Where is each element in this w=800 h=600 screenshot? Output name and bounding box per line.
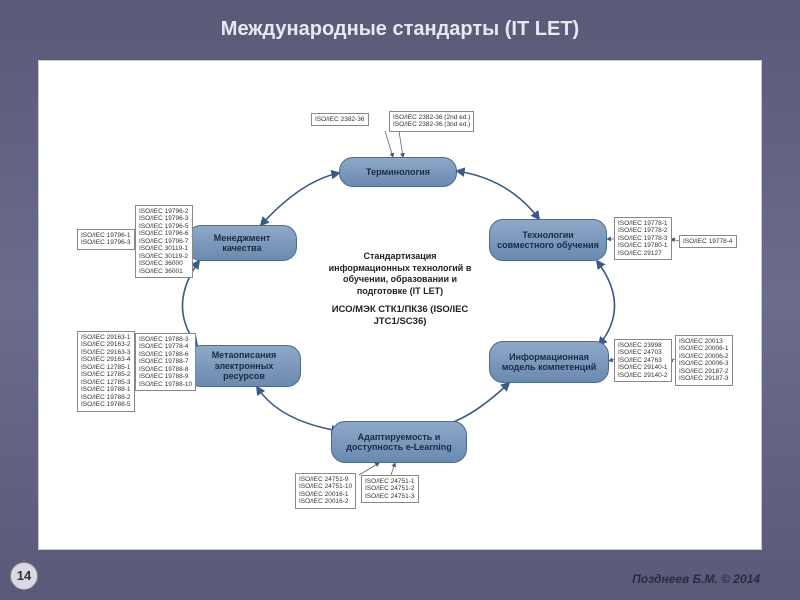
node-quality: Менеджмент качества xyxy=(187,225,297,261)
std-item: ISO/IEC 19788-2 xyxy=(81,394,131,401)
std-item: ISO/IEC 19788-6 xyxy=(139,351,192,358)
stdbox-ql2: ISO/IEC 19796-2ISO/IEC 19796-3ISO/IEC 19… xyxy=(135,205,193,278)
center-text: Стандартизация информационных технологий… xyxy=(327,251,473,328)
std-item: ISO/IEC 29127 xyxy=(618,250,668,257)
std-item: ISO/IEC 19788-1 xyxy=(81,386,131,393)
std-item: ISO/IEC 20006-3 xyxy=(679,360,729,367)
edge-3 xyxy=(257,387,339,431)
std-item: ISO/IEC 19778-1 xyxy=(618,220,668,227)
std-item: ISO/IEC 19796-3 xyxy=(139,215,189,222)
diagram-canvas: Стандартизация информационных технологий… xyxy=(38,60,762,550)
std-item: ISO/IEC 29140-2 xyxy=(618,372,668,379)
stdbox-tech2: ISO/IEC 19778-4 xyxy=(679,235,737,248)
leader-10 xyxy=(359,463,379,475)
std-item: ISO/IEC 29187-2 xyxy=(679,368,729,375)
std-item: ISO/IEC 2382-36 (2nd ed.) xyxy=(393,114,470,121)
std-item: ISO/IEC 19778-3 xyxy=(618,235,668,242)
std-item: ISO/IEC 19796-5 xyxy=(139,223,189,230)
leader-11 xyxy=(391,463,395,475)
edge-5 xyxy=(261,173,339,225)
stdbox-meta2: ISO/IEC 19788-3ISO/IEC 19778-4ISO/IEC 19… xyxy=(135,333,196,391)
stdbox-meta1: ISO/IEC 29163-1ISO/IEC 29163-2ISO/IEC 29… xyxy=(77,331,135,412)
std-item: ISO/IEC 24751-9 xyxy=(299,476,352,483)
std-item: ISO/IEC 12785-1 xyxy=(81,364,131,371)
std-item: ISO/IEC 20016-1 xyxy=(299,491,352,498)
stdbox-ql1: ISO/IEC 19796-1ISO/IEC 19796-3 xyxy=(77,229,135,250)
std-item: ISO/IEC 24751-2 xyxy=(365,485,415,492)
node-adapt: Адаптируемость и доступность e-Learning xyxy=(331,421,467,463)
std-item: ISO/IEC 30119-2 xyxy=(139,253,189,260)
node-tech: Технологии совместного обучения xyxy=(489,219,607,261)
std-item: ISO/IEC 19778-4 xyxy=(139,343,192,350)
leader-7 xyxy=(671,239,679,241)
center-line-2: ИСО/МЭК СТК1/ПК36 (ISO/IEC JTC1/SC36) xyxy=(327,304,473,329)
std-item: ISO/IEC 19778-4 xyxy=(683,238,733,245)
std-item: ISO/IEC 19780-1 xyxy=(618,242,668,249)
std-item: ISO/IEC 19778-2 xyxy=(618,227,668,234)
node-meta: Метаописания электронных ресурсов xyxy=(187,345,301,387)
footer-credit: Позднеев Б.М. © 2014 xyxy=(632,572,760,586)
leader-0 xyxy=(385,131,393,157)
page-number: 14 xyxy=(10,562,38,590)
std-item: ISO/IEC 19788-5 xyxy=(81,401,131,408)
std-item: ISO/IEC 24751-3 xyxy=(365,493,415,500)
std-item: ISO/IEC 30119-1 xyxy=(139,245,189,252)
std-item: ISO/IEC 29163-2 xyxy=(81,341,131,348)
edge-0 xyxy=(457,171,539,219)
std-item: ISO/IEC 19788-8 xyxy=(139,366,192,373)
std-item: ISO/IEC 19796-2 xyxy=(139,208,189,215)
std-item: ISO/IEC 29163-4 xyxy=(81,356,131,363)
edge-1 xyxy=(597,261,615,345)
std-item: ISO/IEC 24751-10 xyxy=(299,483,352,490)
std-item: ISO/IEC 19788-3 xyxy=(139,336,192,343)
node-info: Информационная модель компетенций xyxy=(489,341,609,383)
std-item: ISO/IEC 19796-7 xyxy=(139,238,189,245)
center-line-1: Стандартизация информационных технологий… xyxy=(327,251,473,298)
std-item: ISO/IEC 12785-3 xyxy=(81,379,131,386)
stdbox-adapt2: ISO/IEC 24751-1ISO/IEC 24751-2ISO/IEC 24… xyxy=(361,475,419,503)
std-item: ISO/IEC 36000 xyxy=(139,260,189,267)
std-item: ISO/IEC 23998 xyxy=(618,342,668,349)
leader-1 xyxy=(399,131,403,157)
std-item: ISO/IEC 20016-2 xyxy=(299,498,352,505)
std-item: ISO/IEC 20006-1 xyxy=(679,345,729,352)
stdbox-adapt1: ISO/IEC 24751-9ISO/IEC 24751-10ISO/IEC 2… xyxy=(295,473,356,509)
node-terminology: Терминология xyxy=(339,157,457,187)
stdbox-top1: ISO/IEC 2382-36 xyxy=(311,113,369,126)
std-item: ISO/IEC 20006-2 xyxy=(679,353,729,360)
std-item: ISO/IEC 19788-10 xyxy=(139,381,192,388)
std-item: ISO/IEC 20013 xyxy=(679,338,729,345)
std-item: ISO/IEC 19796-6 xyxy=(139,230,189,237)
slide-title: Международные стандарты (IT LET) xyxy=(0,0,800,53)
std-item: ISO/IEC 24703 xyxy=(618,349,668,356)
std-item: ISO/IEC 36001 xyxy=(139,268,189,275)
stdbox-tech1: ISO/IEC 19778-1ISO/IEC 19778-2ISO/IEC 19… xyxy=(614,217,672,260)
stdbox-info2: ISO/IEC 20013ISO/IEC 20006-1ISO/IEC 2000… xyxy=(675,335,733,386)
stdbox-info1: ISO/IEC 23998ISO/IEC 24703ISO/IEC 24763I… xyxy=(614,339,672,382)
std-item: ISO/IEC 19788-9 xyxy=(139,373,192,380)
std-item: ISO/IEC 24751-1 xyxy=(365,478,415,485)
std-item: ISO/IEC 19796-1 xyxy=(81,232,131,239)
std-item: ISO/IEC 2382-36 xyxy=(315,116,365,123)
std-item: ISO/IEC 19788-7 xyxy=(139,358,192,365)
std-item: ISO/IEC 19796-3 xyxy=(81,239,131,246)
std-item: ISO/IEC 29187-3 xyxy=(679,375,729,382)
std-item: ISO/IEC 29163-1 xyxy=(81,334,131,341)
std-item: ISO/IEC 12785-2 xyxy=(81,371,131,378)
std-item: ISO/IEC 24763 xyxy=(618,357,668,364)
std-item: ISO/IEC 29163-3 xyxy=(81,349,131,356)
std-item: ISO/IEC 2382-36 (3nd ed.) xyxy=(393,121,470,128)
std-item: ISO/IEC 29140-1 xyxy=(618,364,668,371)
stdbox-top2: ISO/IEC 2382-36 (2nd ed.)ISO/IEC 2382-36… xyxy=(389,111,474,132)
